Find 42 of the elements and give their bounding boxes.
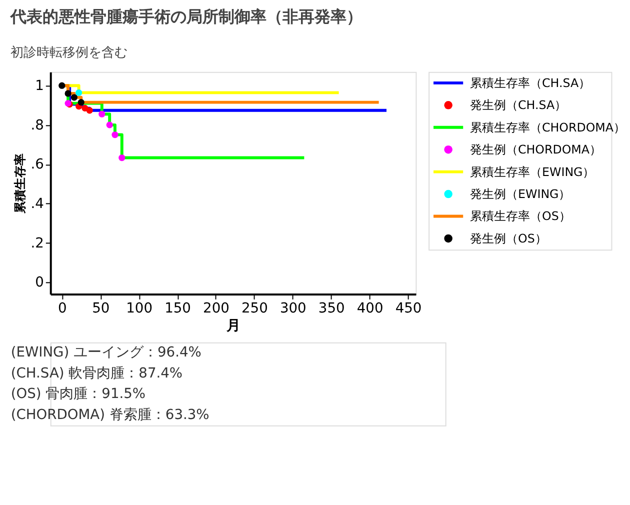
y-tick-label: .8 bbox=[30, 117, 44, 134]
y-tick-label: 0 bbox=[35, 274, 44, 291]
x-tick-label: 200 bbox=[203, 300, 230, 316]
chart-title: 代表的悪性骨腫瘍手術の局所制御率（非再発率） bbox=[9, 6, 362, 26]
legend-label: 累積生存率（CH.SA） bbox=[470, 76, 591, 90]
point bbox=[58, 82, 66, 89]
point bbox=[118, 154, 126, 162]
point bbox=[78, 99, 84, 106]
x-axis-title: 月 bbox=[226, 318, 241, 334]
y-axis-title: 累積生存率 bbox=[12, 153, 27, 214]
point bbox=[70, 94, 78, 101]
point bbox=[106, 122, 113, 128]
x-tick-label: 150 bbox=[164, 300, 191, 316]
legend-label: 累積生存率（EWING） bbox=[470, 164, 595, 179]
x-tick-label: 0 bbox=[58, 300, 67, 316]
y-tick-label: .4 bbox=[30, 196, 44, 212]
x-tick-label: 250 bbox=[242, 300, 268, 316]
legend-label: 発生例（EWING） bbox=[470, 186, 571, 201]
x-tick-label: 450 bbox=[395, 300, 422, 316]
y-tick-label: .6 bbox=[30, 156, 44, 173]
text: (CH.SA) 軟骨肉腫：87.4% bbox=[10, 365, 183, 382]
point bbox=[98, 110, 106, 118]
y-tick-label: 1 bbox=[35, 78, 44, 94]
x-tick-label: 50 bbox=[92, 300, 110, 316]
x-tick-label: 400 bbox=[356, 300, 384, 316]
chart-subtitle: 初診時転移例を含む bbox=[10, 46, 128, 61]
x-tick-label: 300 bbox=[280, 300, 306, 316]
point bbox=[112, 131, 118, 138]
point bbox=[64, 90, 72, 97]
x-tick-label: 350 bbox=[318, 300, 345, 316]
text: (EWING) ユーイング：96.4% bbox=[10, 344, 202, 361]
legend-label: 発生例（CH.SA） bbox=[470, 98, 567, 112]
point bbox=[76, 89, 82, 96]
legend-label: 累積生存率（CHORDOMA） bbox=[470, 120, 626, 134]
legend-label: 発生例（CHORDOMA） bbox=[470, 142, 602, 157]
text: (OS) 骨肉腫：91.5% bbox=[10, 386, 146, 402]
x-tick-label: 100 bbox=[126, 300, 152, 316]
y-tick-label: .2 bbox=[30, 235, 44, 252]
legend-label: 発生例（OS） bbox=[470, 231, 547, 246]
legend-label: 累積生存率（OS） bbox=[470, 209, 571, 224]
text: (CHORDOMA) 脊索腫：63.3% bbox=[10, 406, 210, 423]
point bbox=[86, 107, 93, 114]
